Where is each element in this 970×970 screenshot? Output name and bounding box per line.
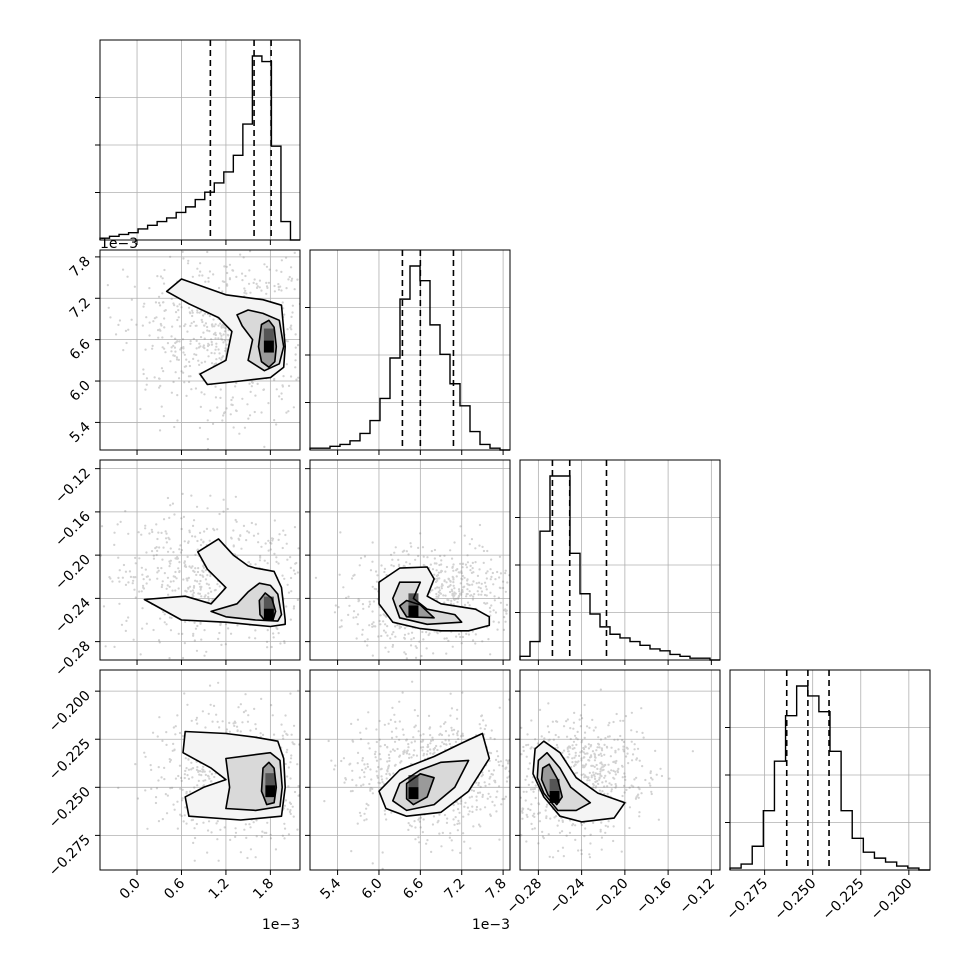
hist-panel-0 xyxy=(95,39,301,241)
density-cell-3-0 xyxy=(265,773,276,786)
y-tick-label-3-1: −0.250 xyxy=(46,784,94,832)
contour-1-0-1 xyxy=(236,309,285,372)
x-tick-label-0-0: 0.0 xyxy=(117,876,144,903)
y-tick-label-2-1: −0.24 xyxy=(52,595,94,637)
axes-frame-2-1 xyxy=(309,459,511,661)
contour-3-1-1 xyxy=(392,759,470,812)
density-peak-1-0 xyxy=(263,340,274,353)
x-offset-label-1: 1e−3 xyxy=(472,917,510,933)
y-tick-label-2-3: −0.16 xyxy=(52,508,94,550)
y-tick-label-3-2: −0.225 xyxy=(46,736,94,784)
scatter-3-0 xyxy=(117,681,300,862)
scatter-2-0 xyxy=(100,492,300,660)
contour-2-0-0 xyxy=(143,538,286,628)
hist-bars-0 xyxy=(99,55,300,241)
x-tick-label-3-2: −0.225 xyxy=(820,876,868,924)
scatter-3-1 xyxy=(323,680,510,870)
y-tick-label-1-1: 6.0 xyxy=(67,378,94,405)
x-tick-label-0-2: 1.2 xyxy=(206,876,233,903)
density-peak-2-1 xyxy=(408,605,419,618)
density-peak-3-2 xyxy=(549,790,560,803)
contour-3-2-1 xyxy=(536,751,592,812)
contour-3-0-0 xyxy=(182,730,286,821)
y-tick-label-1-4: 7.8 xyxy=(67,253,94,280)
pair-panel-2-0 xyxy=(99,459,301,661)
y-offset-label-1: 1e−3 xyxy=(100,236,138,252)
x-tick-label-2-3: −0.16 xyxy=(633,875,675,917)
density-cell-2-0 xyxy=(263,596,274,609)
contour-3-0-2 xyxy=(260,761,278,806)
x-tick-label-3-0: −0.275 xyxy=(723,876,771,924)
x-tick-label-2-1: −0.24 xyxy=(547,875,589,917)
x-tick-label-2-2: −0.20 xyxy=(590,876,632,918)
density-peak-3-1 xyxy=(408,787,419,800)
pair-panel-3-1 xyxy=(309,669,511,871)
hist-panel-3 xyxy=(725,669,931,871)
x-tick-label-1-0: 5.4 xyxy=(317,875,344,902)
y-tick-label-3-3: −0.200 xyxy=(46,688,94,736)
density-cell-3-1 xyxy=(408,775,419,788)
x-tick-label-2-4: −0.12 xyxy=(677,876,719,918)
pair-panel-1-0 xyxy=(99,249,301,451)
x-tick-label-3-1: −0.250 xyxy=(772,876,820,924)
pair-panel-3-0 xyxy=(99,669,301,871)
axes-frame-3-2 xyxy=(519,669,721,871)
contour-2-1-0 xyxy=(378,566,491,632)
contour-1-0-0 xyxy=(165,278,286,386)
contour-3-2-2 xyxy=(540,763,563,806)
x-tick-label-1-2: 6.6 xyxy=(400,875,427,902)
axes-frame-3-3 xyxy=(729,669,931,871)
y-tick-label-2-0: −0.28 xyxy=(52,638,94,680)
scatter-points-3-2 xyxy=(520,688,694,859)
contour-2-1-2 xyxy=(398,599,435,619)
x-tick-label-1-1: 6.0 xyxy=(359,876,386,903)
x-tick-label-0-1: 0.6 xyxy=(161,875,188,902)
density-cell-3-2 xyxy=(549,778,560,791)
contour-3-0-1 xyxy=(225,751,283,812)
axes-frame-2-2 xyxy=(519,459,721,661)
hist-bars-1 xyxy=(309,265,510,451)
scatter-1-0 xyxy=(106,250,300,450)
density-peak-2-0 xyxy=(263,608,274,621)
x-offset-label-0: 1e−3 xyxy=(262,917,300,933)
axes-frame-0-0 xyxy=(99,39,301,241)
x-tick-label-2-0: −0.28 xyxy=(504,876,546,918)
scatter-3-2 xyxy=(520,688,694,859)
x-tick-label-0-3: 1.8 xyxy=(250,876,277,903)
hist-panel-2 xyxy=(515,459,721,661)
axes-frame-3-0 xyxy=(99,669,301,871)
contour-3-1-2 xyxy=(405,773,435,806)
y-tick-label-1-2: 6.6 xyxy=(67,336,94,363)
contour-2-0-1 xyxy=(210,582,283,622)
y-tick-label-1-3: 7.2 xyxy=(67,295,94,322)
scatter-points-2-1 xyxy=(314,523,510,660)
x-tick-label-1-4: 7.8 xyxy=(483,876,510,903)
y-tick-label-3-0: −0.275 xyxy=(46,832,94,880)
density-peak-3-0 xyxy=(265,785,276,798)
y-tick-label-1-0: 5.4 xyxy=(67,419,94,446)
pair-panel-3-2 xyxy=(519,669,721,871)
hist-bars-2 xyxy=(519,475,720,661)
scatter-2-1 xyxy=(314,523,510,660)
x-tick-label-3-3: −0.200 xyxy=(868,876,916,924)
y-tick-label-2-4: −0.12 xyxy=(52,465,94,507)
axes-frame-1-0 xyxy=(99,249,301,451)
axes-frame-3-1 xyxy=(309,669,511,871)
contour-1-0-2 xyxy=(257,319,278,368)
x-tick-label-1-3: 7.2 xyxy=(441,876,468,903)
contour-3-2-0 xyxy=(532,740,626,823)
contour-3-1-0 xyxy=(378,732,491,817)
density-cell-1-0 xyxy=(263,328,274,341)
contour-2-1-1 xyxy=(392,581,463,626)
hist-panel-1 xyxy=(305,249,511,451)
pair-panel-2-1 xyxy=(309,459,511,661)
y-tick-label-2-2: −0.20 xyxy=(52,552,94,594)
axes-frame-2-0 xyxy=(99,459,301,661)
hist-bars-3 xyxy=(729,685,930,871)
contour-2-0-2 xyxy=(258,592,277,621)
axes-frame-1-1 xyxy=(309,249,511,451)
